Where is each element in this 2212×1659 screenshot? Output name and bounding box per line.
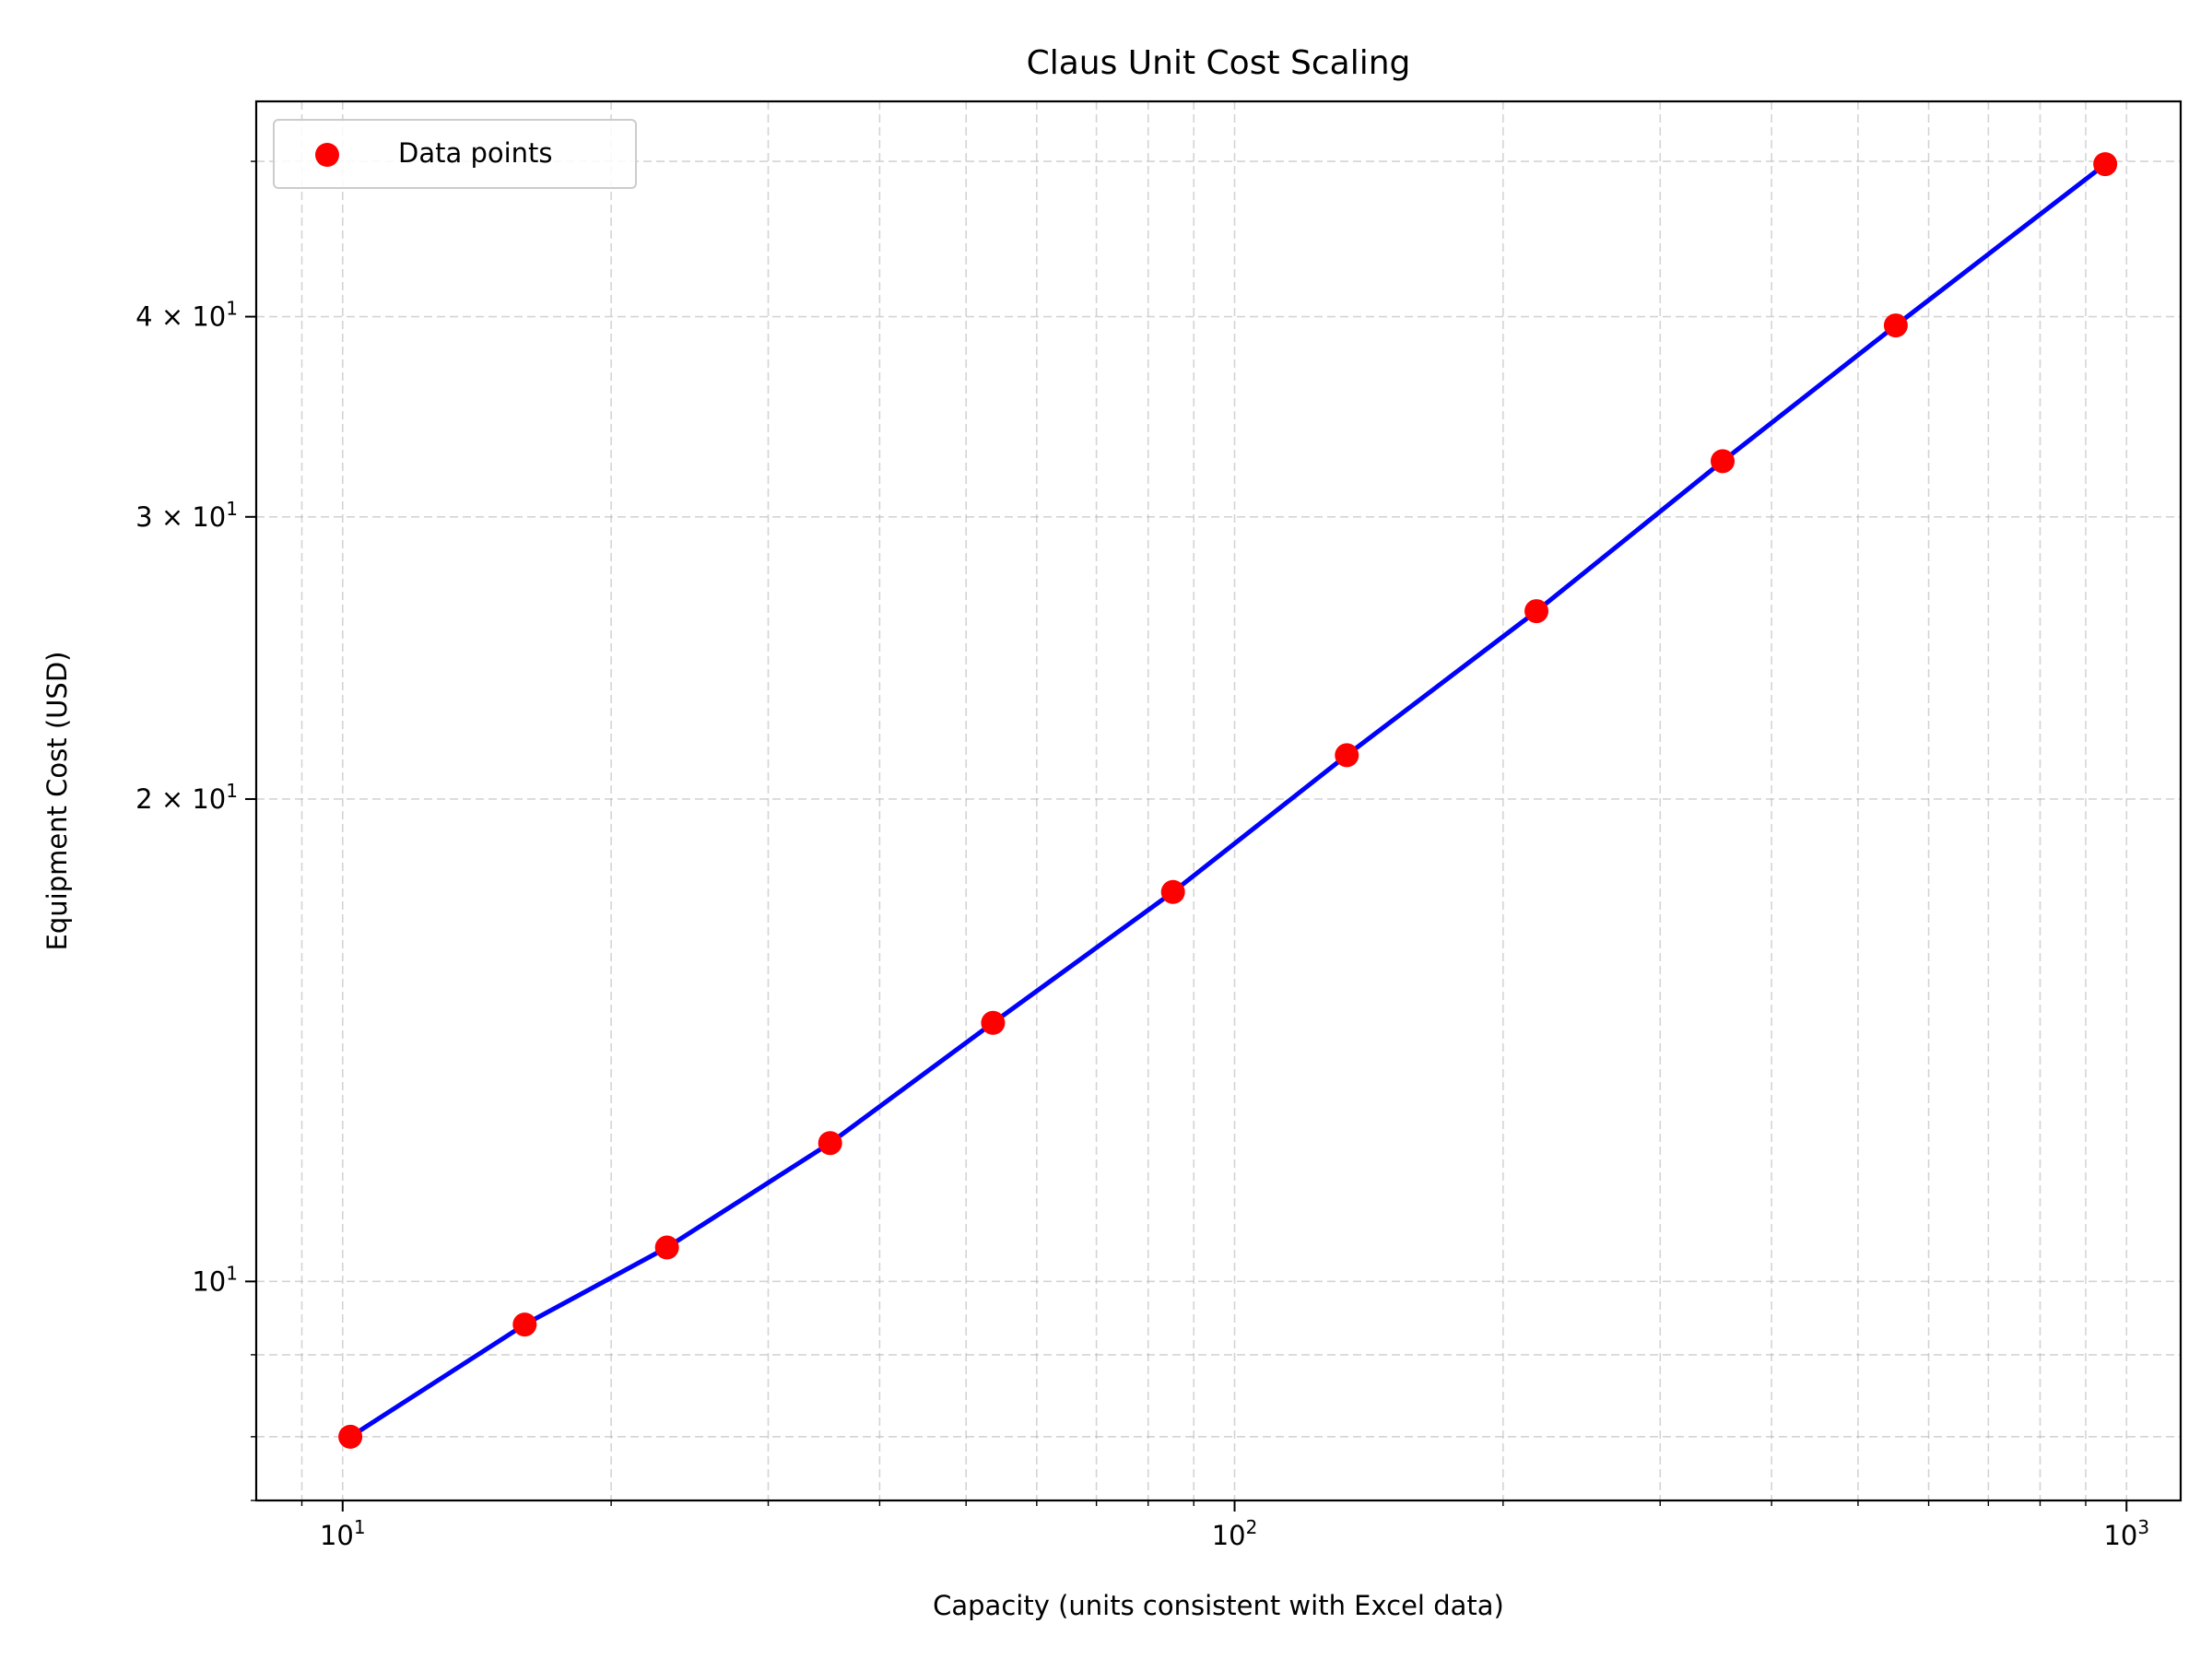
y-axis-label: Equipment Cost (USD) — [41, 652, 73, 951]
data-points-series — [338, 152, 2118, 1449]
x-tick-label: 101 — [320, 1516, 366, 1551]
fit-line-series — [347, 161, 2108, 1440]
data-point — [1160, 879, 1185, 904]
y-tick-label: 2 × 101 — [135, 780, 238, 815]
legend-box — [273, 119, 637, 189]
chart-title: Claus Unit Cost Scaling — [1027, 44, 1411, 82]
x-tick-label: 102 — [1212, 1516, 1258, 1551]
data-point — [1711, 449, 1735, 474]
x-tick-label: 103 — [2103, 1516, 2149, 1551]
data-point — [981, 1010, 1006, 1035]
data-point — [338, 1424, 363, 1449]
data-point — [2093, 152, 2118, 177]
axis-ticks: 101 102 103 101 2 × 101 3 × 101 4 × 101 — [135, 160, 2149, 1551]
y-tick-label: 3 × 101 — [135, 498, 238, 533]
legend-label-data-points: Data points — [398, 137, 553, 169]
fit-line — [347, 161, 2108, 1440]
y-tick-label: 4 × 101 — [135, 298, 238, 333]
legend-marker-data-points — [315, 143, 339, 167]
grid — [256, 101, 2181, 1501]
data-point — [1335, 743, 1359, 768]
x-axis-label: Capacity (units consistent with Excel da… — [933, 1590, 1504, 1621]
data-point — [1883, 313, 1908, 338]
legend: Data points — [273, 119, 637, 189]
data-point — [1524, 599, 1549, 624]
data-point — [654, 1235, 679, 1260]
y-tick-label: 101 — [192, 1262, 238, 1297]
data-point — [818, 1131, 842, 1156]
data-point — [512, 1312, 537, 1337]
plot-frame — [254, 100, 2183, 1502]
